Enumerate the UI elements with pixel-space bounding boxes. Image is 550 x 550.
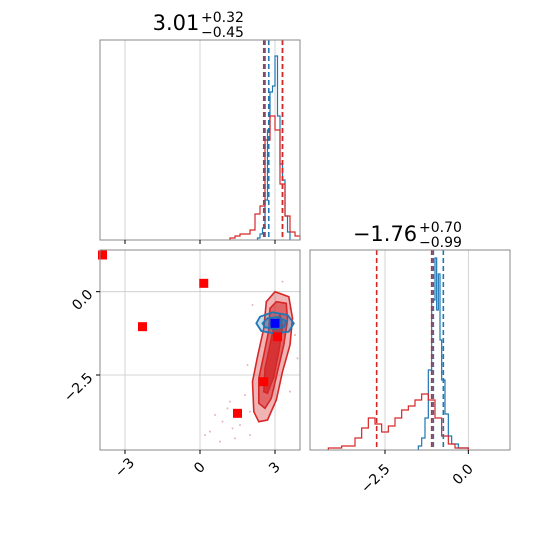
panel2-sample-point-9 (204, 434, 206, 436)
panel1-title-minus: −0.45 (201, 25, 244, 41)
panel3-hist-series-0 (417, 257, 469, 450)
panel2-title-value: −1.76 (353, 222, 417, 246)
panel2-sample-point-0 (229, 400, 231, 403)
panel2-sample-point-14 (296, 357, 299, 360)
panel2-red-marker-4 (259, 377, 269, 387)
panel2-title-minus: −0.99 (419, 235, 462, 251)
panel3-xtick-label-1: 0.0 (450, 461, 477, 488)
panel3-xtick-label-0: −2.5 (358, 461, 393, 496)
panel2-sample-point-12 (281, 280, 284, 283)
panel3-frame (309, 249, 511, 451)
panel2-red-marker-3 (233, 408, 242, 418)
panel2-red-marker-1 (138, 322, 147, 332)
panel2-sample-point-19 (231, 427, 234, 430)
panel2-ytick-label-0: 0.0 (69, 287, 96, 314)
panel2-sample-point-16 (249, 410, 251, 413)
panel2-blue-marker (270, 318, 280, 328)
panel1-title: 3.01 (153, 11, 200, 35)
panel1-title-value: 3.01 (153, 11, 200, 35)
panel2-sample-point-17 (289, 390, 291, 393)
panel2-sample-point-6 (214, 414, 216, 416)
panel2-sample-point-8 (234, 437, 236, 440)
panel2-sample-point-15 (246, 364, 249, 366)
panel2-sample-point-11 (294, 334, 296, 336)
panel2-sample-point-1 (221, 420, 224, 423)
panel2-sample-point-5 (226, 407, 229, 410)
panel2-sample-point-18 (219, 440, 221, 443)
panel2-red-marker-2 (199, 278, 209, 288)
panel2-red-marker-5 (273, 332, 282, 342)
panel2-sample-point-4 (249, 434, 251, 436)
panel2-sample-point-2 (209, 430, 211, 433)
panel2-ytick-label-1: −2.5 (61, 370, 96, 405)
panel3-hist-series-1 (327, 393, 469, 450)
panel2-red-marker-0 (98, 250, 107, 260)
panel2-sample-point-13 (251, 304, 254, 306)
histogram-panel-param2-title-group: −1.76 +0.70 −0.99 (353, 220, 462, 251)
panel2-xtick-label-0: −3 (112, 455, 138, 481)
panel2-xtick-label-2: 3 (266, 459, 284, 477)
panel2-sample-point-7 (244, 394, 246, 396)
panel2-sample-point-3 (239, 424, 241, 426)
panel2-xtick-label-1: 0 (191, 459, 209, 477)
panel2-title-plus: +0.70 (419, 220, 462, 236)
histogram-panel-param1: 3.01 +0.32 −0.45 (153, 10, 244, 41)
panel1-title-plus: +0.32 (201, 10, 244, 26)
